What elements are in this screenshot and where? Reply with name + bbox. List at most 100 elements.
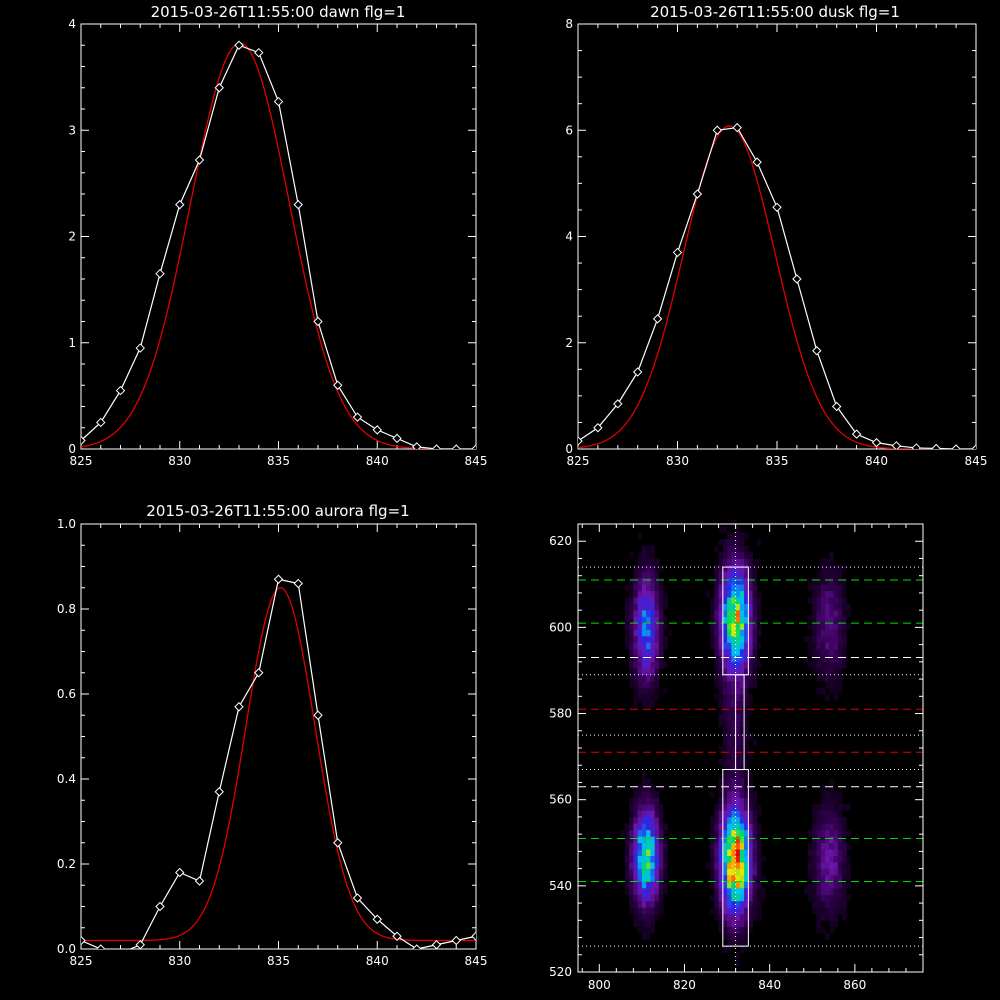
heatmap-cell xyxy=(833,855,839,863)
heatmap-cell xyxy=(744,855,749,863)
heatmap-cell xyxy=(744,894,749,902)
heatmap-cell xyxy=(629,855,634,863)
heatmap-cell xyxy=(739,720,745,727)
heatmap-cell xyxy=(748,797,753,805)
heatmap-cell xyxy=(825,849,830,856)
heatmap-cell xyxy=(731,539,736,546)
heatmap-cell xyxy=(650,804,655,811)
heatmap-cell xyxy=(731,732,736,740)
heatmap-cell xyxy=(739,913,745,921)
heatmap-cell xyxy=(629,642,634,650)
heatmap-cell xyxy=(752,648,758,656)
heatmap-cell xyxy=(731,558,736,566)
heatmap-cell xyxy=(731,771,736,779)
heatmap-cell xyxy=(744,849,749,856)
heatmap-cell xyxy=(833,636,839,643)
heatmap-cell xyxy=(744,791,749,798)
heatmap-cell xyxy=(735,888,741,895)
heatmap-cell xyxy=(833,668,839,676)
heatmap-cell xyxy=(650,648,655,656)
heatmap-cell xyxy=(825,810,830,818)
heatmap-cell xyxy=(718,597,724,604)
y-tick-label: 0.2 xyxy=(57,857,76,871)
x-tick-label: 825 xyxy=(70,954,93,968)
heatmap-cell xyxy=(816,571,822,579)
heatmap-cell xyxy=(752,862,758,869)
heatmap-cell xyxy=(646,564,651,572)
heatmap-cell xyxy=(744,564,749,572)
heatmap-cell xyxy=(829,616,834,624)
heatmap-cell xyxy=(735,720,741,727)
heatmap-cell xyxy=(829,797,834,805)
heatmap-cell xyxy=(718,674,724,682)
heatmap-cell xyxy=(637,648,643,656)
heatmap-cell xyxy=(714,584,719,592)
heatmap-cell xyxy=(739,920,745,928)
heatmap-cell xyxy=(658,894,664,902)
heatmap-cell xyxy=(650,810,655,818)
heatmap-cell xyxy=(756,900,762,908)
heatmap-cell xyxy=(731,584,736,592)
data-point-diamond xyxy=(412,944,422,949)
heatmap-cell xyxy=(829,571,834,579)
heatmap-cell xyxy=(637,681,643,688)
heatmap-cell xyxy=(735,668,741,676)
heatmap-cell xyxy=(654,603,660,611)
heatmap-cell xyxy=(812,616,817,624)
heatmap-cell xyxy=(718,920,724,928)
heatmap-cell xyxy=(833,804,839,811)
heatmap-cell xyxy=(756,862,762,869)
heatmap-cell xyxy=(718,881,724,889)
heatmap-cell xyxy=(842,804,847,811)
heatmap-cell xyxy=(722,752,728,760)
heatmap-cell xyxy=(833,907,839,915)
heatmap-cell xyxy=(646,816,651,824)
heatmap-cell xyxy=(833,868,839,876)
plot-area-dusk xyxy=(578,122,976,449)
heatmap-cell xyxy=(731,571,736,579)
heatmap-cell xyxy=(727,849,732,856)
heatmap-cell xyxy=(710,603,715,611)
heatmap-cell xyxy=(816,636,822,643)
heatmap-cell xyxy=(731,674,736,682)
heatmap-cell xyxy=(735,771,741,779)
panel-title-dusk: 2015-03-26T11:55:00 dusk flg=1 xyxy=(650,3,900,21)
heatmap-cell xyxy=(808,894,813,902)
heatmap-cell xyxy=(629,816,634,824)
heatmap-cell xyxy=(744,532,749,540)
heatmap-cell xyxy=(654,590,660,598)
heatmap-cell xyxy=(846,623,851,630)
heatmap-cell xyxy=(739,668,745,676)
heatmap-cell xyxy=(727,894,732,902)
heatmap-cell xyxy=(629,674,634,682)
heatmap-cell xyxy=(650,875,655,882)
heatmap-cell xyxy=(641,920,647,928)
heatmap-cell xyxy=(624,597,630,604)
heatmap-cell xyxy=(624,636,630,643)
heatmap-cell xyxy=(820,810,826,818)
heatmap-cell xyxy=(820,907,826,915)
data-point-diamond xyxy=(732,122,742,133)
heatmap-cell xyxy=(735,564,741,572)
heatmap-cell xyxy=(718,758,724,766)
heatmap-cell xyxy=(646,597,651,604)
heatmap-cell xyxy=(812,655,817,663)
y-tick-label: 6 xyxy=(565,123,573,137)
heatmap-cell xyxy=(846,610,851,617)
x-tick-label: 840 xyxy=(366,954,389,968)
heatmap-cell xyxy=(646,545,651,553)
heatmap-cell xyxy=(629,842,634,850)
heatmap-cell xyxy=(714,855,719,863)
heatmap-cell xyxy=(650,610,655,617)
heatmap-cell xyxy=(663,842,668,850)
heatmap-cell xyxy=(722,804,728,811)
heatmap-cell xyxy=(654,810,660,818)
heatmap-cell xyxy=(633,623,638,630)
heatmap-cell xyxy=(629,636,634,643)
heatmap-cell xyxy=(825,933,830,940)
heatmap-cell xyxy=(748,623,753,630)
heatmap-cell xyxy=(812,577,817,585)
heatmap-cell xyxy=(633,894,638,902)
heatmap-cell xyxy=(837,855,843,863)
heatmap-cell xyxy=(646,926,651,934)
